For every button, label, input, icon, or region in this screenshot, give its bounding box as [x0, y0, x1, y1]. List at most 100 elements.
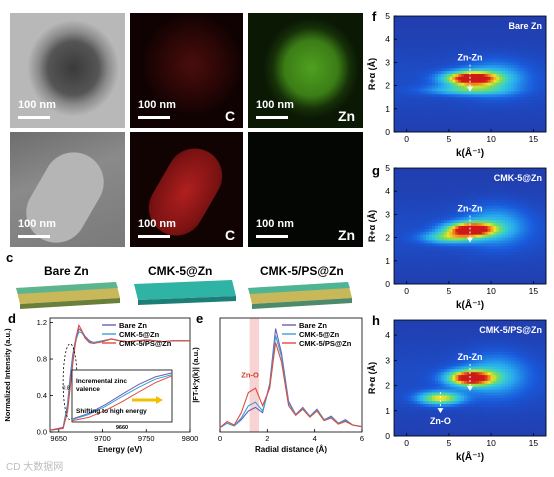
heatmap-cell [458, 220, 462, 224]
heatmap-cell [540, 50, 544, 55]
heatmap-cell [519, 188, 524, 192]
heatmap-cell [510, 123, 515, 127]
heatmap-cell [414, 395, 418, 399]
heatmap-cell [540, 88, 544, 92]
heatmap-cell [394, 188, 398, 192]
heatmap-cell [417, 105, 421, 110]
heatmap-cell [434, 421, 439, 425]
tem-image-a: 100 nm [10, 13, 125, 128]
heatmap-cell [522, 211, 526, 215]
heatmap-cell [461, 62, 465, 66]
heatmap-cell [470, 223, 474, 227]
heatmap-cell [458, 85, 462, 89]
heatmap-cell [467, 257, 471, 262]
heatmap-cell [452, 223, 456, 227]
heatmap-cell [537, 105, 541, 110]
heatmap-cell [470, 257, 474, 262]
heatmap-cell [475, 47, 480, 52]
heatmap-cell [429, 185, 433, 189]
heatmap-cell [513, 94, 518, 98]
heatmap-cell [396, 199, 401, 204]
heatmap-cell [446, 255, 450, 259]
heatmap-cell [470, 30, 474, 34]
heatmap-cell [414, 62, 418, 66]
heatmap-cell [461, 42, 465, 46]
heatmap-cell [394, 191, 398, 195]
heatmap-cell [411, 231, 415, 236]
heatmap-cell [417, 53, 421, 57]
heatmap-cell [481, 252, 486, 256]
heatmap-cell [505, 197, 509, 201]
heatmap-cell [475, 79, 480, 84]
heatmap-cell [417, 50, 421, 55]
heatmap-cell [458, 71, 462, 75]
heatmap-cell [414, 59, 418, 63]
heatmap-cell [429, 33, 433, 37]
heatmap-cell [414, 111, 418, 115]
heatmap-cell [440, 208, 445, 212]
heatmap-cell [423, 328, 427, 332]
heatmap-cell [449, 220, 453, 224]
heatmap-cell [408, 217, 412, 221]
heatmap-cell [423, 237, 427, 241]
heatmap-cell [440, 217, 445, 221]
heatmap-cell [405, 220, 410, 224]
heatmap-cell [470, 47, 474, 52]
heatmap-cell [490, 91, 494, 95]
heatmap-cell [458, 47, 462, 52]
heatmap-cell [543, 76, 547, 81]
heatmap-cell [484, 88, 488, 92]
heatmap-cell [472, 269, 477, 273]
heatmap-cell [519, 281, 524, 285]
heatmap-cell [426, 76, 430, 81]
heatmap-cell [426, 62, 430, 66]
heatmap-cell [528, 91, 532, 95]
heatmap-cell [408, 389, 412, 393]
heatmap-cell [458, 199, 462, 204]
heatmap-cell [499, 53, 503, 57]
heatmap-cell [513, 194, 518, 198]
heatmap-cell [522, 202, 526, 207]
heatmap-cell [496, 281, 500, 285]
heatmap-cell [402, 100, 407, 104]
heatmap-cell [420, 395, 424, 399]
heatmap-cell [440, 105, 445, 110]
heatmap-cell [423, 234, 427, 238]
heatmap-cell [402, 409, 407, 414]
heatmap-cell [423, 33, 427, 37]
heatmap-cell [411, 351, 415, 356]
heatmap-cell [478, 191, 483, 195]
heatmap-cell [534, 105, 538, 110]
heatmap-cell [496, 16, 500, 20]
heatmap-cell [493, 108, 497, 113]
heatmap-cell [408, 401, 412, 405]
heatmap-cell [543, 50, 547, 55]
heatmap-cell [475, 71, 480, 75]
heatmap-cell [496, 266, 500, 270]
heatmap-cell [525, 211, 529, 215]
heatmap-cell [396, 357, 401, 361]
heatmap-cell [417, 252, 421, 256]
heatmap-cell [490, 257, 494, 262]
heatmap-cell [440, 56, 445, 60]
heatmap-cell [437, 39, 442, 43]
heatmap-cell [484, 228, 488, 233]
x-tick-label: 2 [265, 434, 269, 443]
heatmap-cell [505, 88, 509, 92]
heatmap-cell [449, 123, 453, 127]
heatmap-cell [432, 401, 436, 405]
heatmap-cell [481, 197, 486, 201]
scale-label: 100 nm [18, 99, 56, 111]
heatmap-cell [472, 62, 477, 66]
heatmap-cell [467, 188, 471, 192]
heatmap-cell [411, 389, 415, 393]
heatmap-cell [487, 59, 491, 63]
heatmap-cell [461, 21, 465, 26]
heatmap-cell [516, 275, 521, 279]
heatmap-cell [519, 42, 524, 46]
heatmap-cell [499, 71, 503, 75]
heatmap-cell [452, 27, 456, 31]
heatmap-cell [408, 199, 412, 204]
heatmap-cell [490, 272, 494, 276]
heatmap-cell [405, 179, 410, 183]
